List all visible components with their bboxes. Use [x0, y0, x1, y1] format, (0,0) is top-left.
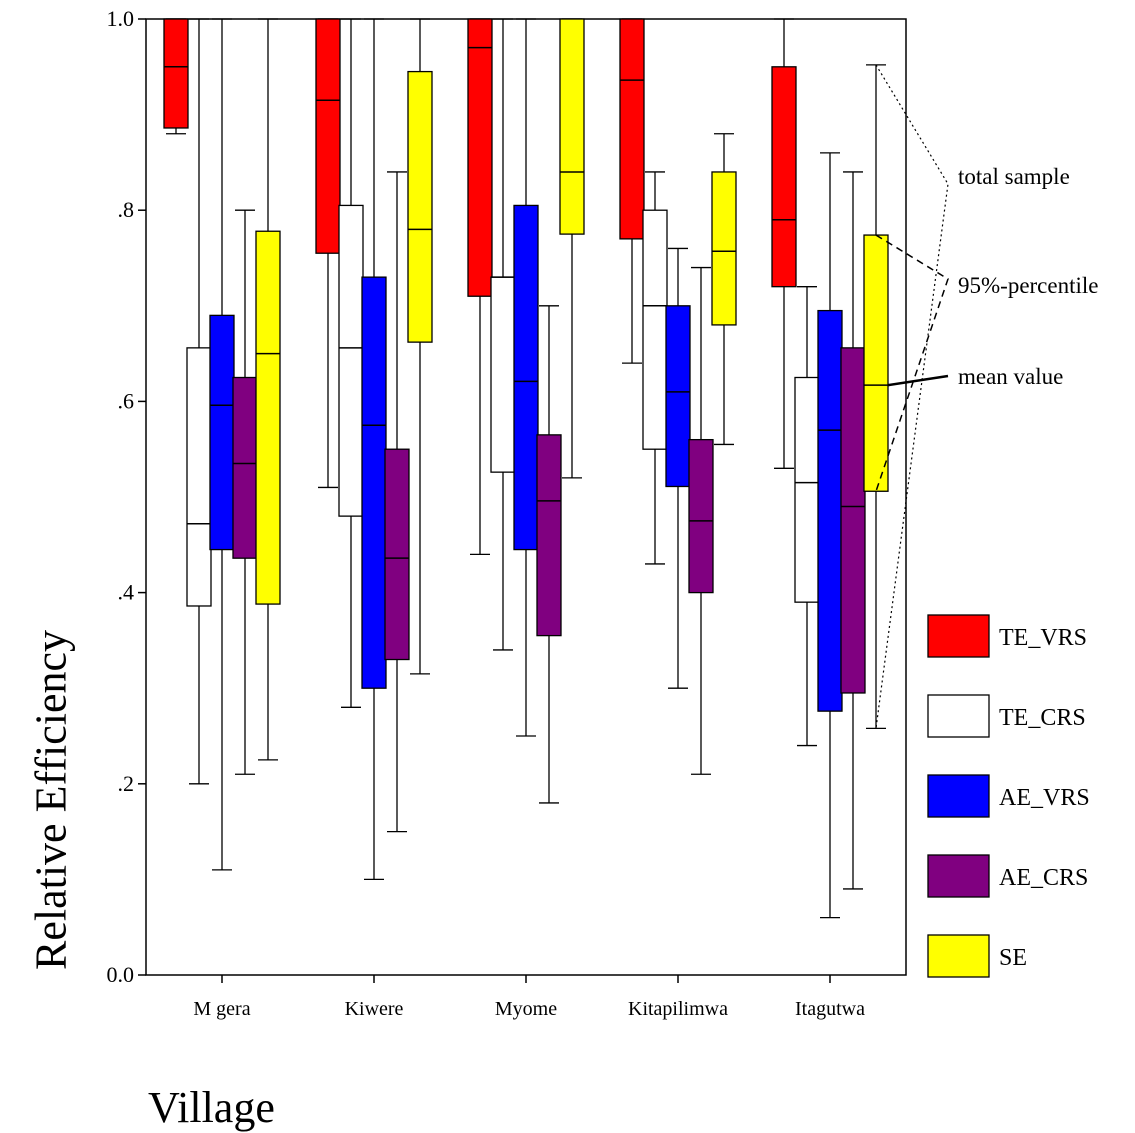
x-axis-title: Village	[148, 1083, 275, 1132]
box-TE_VRS-0	[163, 18, 189, 135]
box-iqr	[536, 434, 562, 637]
box-TE_CRS-2	[490, 18, 516, 651]
x-tick-label: Itagutwa	[795, 998, 865, 1020]
box-AE_CRS-2	[536, 305, 562, 804]
box-AE_VRS-2	[513, 18, 539, 737]
legend: TE_VRS TE_CRS AE_VRS AE_CRS SE	[927, 614, 1090, 978]
legend-swatch-SE	[927, 934, 990, 978]
annotation-95-percentile-leader	[875, 234, 949, 492]
box-TE_CRS-4	[794, 286, 820, 747]
box-iqr	[771, 66, 797, 288]
x-tick-label: Myome	[495, 998, 557, 1020]
box-AE_VRS-3	[665, 247, 691, 689]
y-tick-label: .8	[118, 197, 135, 222]
box-iqr	[315, 18, 341, 254]
box-iqr	[794, 376, 820, 603]
box-SE-0	[255, 18, 281, 761]
box-iqr	[209, 314, 235, 551]
y-tick-label: 0.0	[107, 962, 135, 987]
y-tick-label: 1.0	[107, 6, 135, 31]
legend-swatch-AE_CRS	[927, 854, 990, 898]
annotation-mean-value: mean value	[958, 364, 1063, 389]
box-TE_CRS-0	[186, 18, 212, 785]
box-AE_CRS-1	[384, 171, 410, 833]
box-AE_VRS-1	[361, 18, 387, 881]
box-AE_VRS-4	[817, 152, 843, 919]
box-SE-2	[559, 18, 585, 479]
legend-label: SE	[999, 945, 1027, 971]
box-AE_CRS-0	[232, 209, 258, 775]
box-SE-4	[863, 64, 889, 730]
legend-label: AE_VRS	[999, 785, 1090, 811]
box-iqr	[384, 448, 410, 661]
box-TE_VRS-1	[315, 18, 341, 489]
box-TE_CRS-3	[642, 171, 668, 565]
y-tick-label: .4	[118, 580, 135, 605]
x-tick-label: Kiwere	[345, 998, 404, 1020]
box-AE_CRS-4	[840, 171, 866, 890]
y-axis-title: Relative Efficiency	[6, 500, 96, 1100]
box-AE_VRS-0	[209, 18, 235, 871]
annotation-group: total sample 95%-percentile mean value	[875, 64, 1098, 729]
legend-label: AE_CRS	[999, 865, 1088, 891]
box-iqr	[490, 276, 516, 473]
box-iqr	[513, 204, 539, 551]
box-TE_VRS-3	[619, 18, 645, 364]
annotation-total-sample: total sample	[958, 164, 1070, 189]
box-iqr	[338, 204, 364, 517]
annotation-mean-value-leader	[887, 374, 949, 387]
legend-swatch-TE_CRS	[927, 694, 990, 738]
box-TE_VRS-4	[771, 18, 797, 469]
box-iqr	[559, 18, 585, 235]
legend-label: TE_CRS	[999, 705, 1086, 731]
legend-swatch-AE_VRS	[927, 774, 990, 818]
box-iqr	[642, 209, 668, 450]
y-axis-title-text: Relative Efficiency	[26, 629, 76, 971]
box-SE-3	[711, 133, 737, 446]
x-tick-label: M gera	[193, 998, 250, 1020]
box-iqr	[863, 234, 889, 492]
box-iqr	[407, 70, 433, 343]
box-iqr	[467, 18, 493, 297]
box-AE_CRS-3	[688, 266, 714, 775]
box-iqr	[688, 438, 714, 594]
y-tick-label: .6	[118, 388, 135, 413]
legend-swatch-TE_VRS	[927, 614, 990, 658]
box-iqr	[619, 18, 645, 240]
box-iqr	[232, 376, 258, 559]
box-iqr	[711, 171, 737, 326]
box-iqr	[840, 347, 866, 694]
x-tick-label: Kitapilimwa	[628, 998, 728, 1020]
box-TE_CRS-1	[338, 18, 364, 708]
box-SE-1	[407, 18, 433, 675]
box-iqr	[163, 18, 189, 129]
annotation-total-sample-leader	[875, 64, 949, 729]
box-iqr	[665, 305, 691, 488]
legend-label: TE_VRS	[999, 625, 1087, 651]
y-tick-label: .2	[118, 771, 135, 796]
box-iqr	[361, 276, 387, 689]
box-iqr	[186, 347, 212, 607]
box-iqr	[817, 309, 843, 712]
annotation-95-percentile: 95%-percentile	[958, 273, 1098, 298]
box-iqr	[255, 230, 281, 605]
box-TE_VRS-2	[467, 18, 493, 556]
